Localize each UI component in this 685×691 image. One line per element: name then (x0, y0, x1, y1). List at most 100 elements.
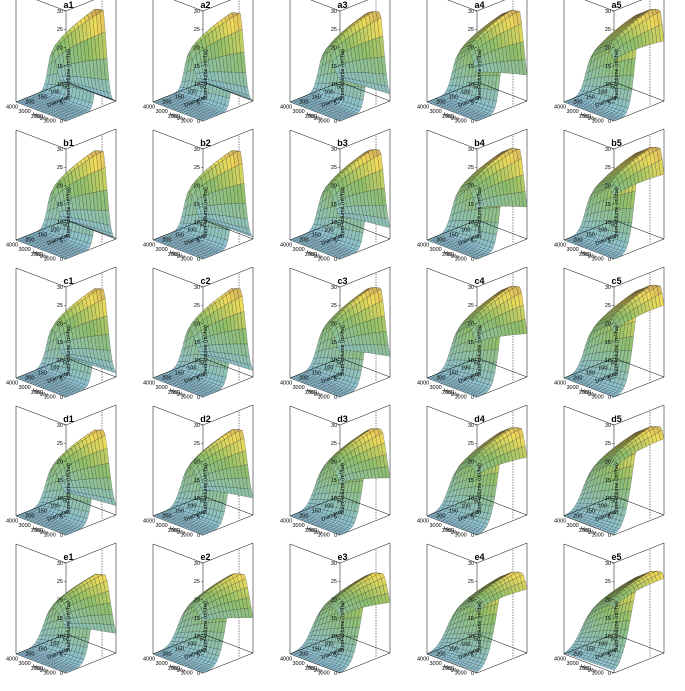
y-tick-label: 50 (200, 499, 206, 505)
y-tick-label: 50 (337, 223, 343, 229)
x-tick-label: 4000 (280, 104, 292, 110)
y-tick-label: 150 (449, 233, 458, 239)
x-tick-label: 4000 (6, 518, 18, 524)
x-tick-label: 1000 (181, 533, 193, 539)
z-tick-label: 0 (334, 533, 337, 539)
surface (563, 147, 665, 260)
z-axis: 0 5 10 15 20 25 30 (605, 9, 614, 125)
z-tick-label: 15 (194, 202, 200, 208)
x-tick-label: 1000 (44, 395, 56, 401)
z-tick-label: 25 (605, 579, 611, 585)
z-tick-label: 30 (468, 285, 474, 291)
x-tick-label: 2000 (31, 252, 43, 258)
z-tick-label: 10 (605, 358, 611, 364)
y-tick-label: 150 (312, 509, 321, 515)
box-front (15, 81, 117, 103)
panel-title: a4 (474, 0, 485, 10)
z-axis: 0 5 10 15 20 25 30 (605, 561, 614, 677)
x-tick-label: 1000 (181, 395, 193, 401)
z-tick-label: 10 (194, 82, 200, 88)
z-tick-label: 5 (197, 514, 200, 520)
x-tick-label: 1000 (592, 671, 604, 677)
y-tick-label: 50 (474, 499, 480, 505)
panel-title: d4 (474, 414, 485, 424)
x-tick-label: 4000 (6, 380, 18, 386)
z-tick-label: 30 (468, 147, 474, 153)
surface-plot: 0 5 10 15 20 25 30 Stem volume (m³/ha) 100020003… (143, 542, 254, 677)
z-tick-label: 10 (468, 220, 474, 226)
y-tick-label: 200 (25, 514, 34, 520)
z-tick-label: 5 (60, 652, 63, 658)
z-axis-label: Stem volume (m³/ha) (477, 325, 483, 377)
y-tick-label: 100 (187, 642, 196, 648)
panel-title: d3 (337, 414, 348, 424)
y-tick-label: 200 (573, 376, 582, 382)
z-axis: 0 5 10 15 20 25 30 (57, 285, 66, 401)
x-tick-label: 3000 (19, 109, 31, 115)
surface (152, 12, 254, 122)
x-tick-label: 4000 (554, 242, 566, 248)
x-tick-label: 1000 (592, 395, 604, 401)
z-tick-label: 25 (57, 579, 63, 585)
box-front (426, 81, 528, 103)
x-tick-label: 3000 (430, 385, 442, 391)
z-tick-label: 5 (471, 652, 474, 658)
x-tick-label: 1000 (44, 257, 56, 263)
z-axis-label: Stem volume (m³/ha) (614, 49, 620, 101)
z-tick-label: 0 (60, 395, 63, 401)
x-axis-label: Height (579, 664, 596, 675)
z-tick-label: 20 (331, 183, 337, 189)
z-tick-label: 5 (197, 100, 200, 106)
z-tick-label: 15 (605, 616, 611, 622)
y-tick-label: 100 (50, 90, 59, 96)
surface (563, 426, 665, 535)
panel-d3: d3 0 5 10 15 20 25 30 Stem volume (m³/ha) 1000 200… (274, 404, 411, 552)
x-tick-label: 1000 (181, 119, 193, 125)
x-tick-label: 4000 (6, 242, 18, 248)
x-axis-label: Height (168, 664, 185, 675)
panel-title: e2 (200, 552, 211, 562)
z-tick-label: 30 (331, 9, 337, 15)
y-tick-label: 50 (474, 85, 480, 91)
x-tick-label: 4000 (554, 518, 566, 524)
x-tick-label: 2000 (31, 114, 43, 120)
z-tick-label: 5 (334, 514, 337, 520)
panel-title: b3 (337, 138, 348, 148)
z-tick-label: 5 (608, 514, 611, 520)
surface (152, 573, 254, 674)
y-tick-label: 200 (436, 514, 445, 520)
x-axis-label: Height (442, 250, 459, 261)
z-axis-label: Stem volume (m³/ha) (477, 49, 483, 101)
z-tick-label: 15 (57, 478, 63, 484)
z-tick-label: 15 (331, 340, 337, 346)
surface-plot: 0 5 10 15 20 25 30 Stem volume (m³/ha) 100020003… (143, 404, 254, 539)
z-tick-label: 25 (605, 27, 611, 33)
z-tick-label: 15 (468, 340, 474, 346)
z-tick-label: 5 (471, 238, 474, 244)
x-axis-label: Height (305, 388, 322, 399)
z-tick-label: 10 (605, 220, 611, 226)
z-tick-label: 25 (194, 27, 200, 33)
z-tick-label: 0 (60, 533, 63, 539)
z-axis: 0 5 10 15 20 25 30 (331, 423, 340, 539)
x-axis-label: Height (442, 112, 459, 123)
z-tick-label: 10 (331, 82, 337, 88)
x-tick-label: 3000 (567, 109, 579, 115)
panel-title: c2 (200, 276, 211, 286)
x-tick-label: 4000 (417, 380, 429, 386)
box-front (152, 81, 254, 103)
y-tick-label: 200 (573, 652, 582, 658)
z-axis: 0 5 10 15 20 25 30 (57, 561, 66, 677)
z-tick-label: 25 (57, 441, 63, 447)
x-axis-label: Height (579, 112, 596, 123)
box-front (289, 495, 391, 517)
y-tick-label: 100 (50, 228, 59, 234)
z-axis-label: Stem volume (m³/ha) (203, 325, 209, 377)
x-tick-label: 3000 (156, 109, 168, 115)
